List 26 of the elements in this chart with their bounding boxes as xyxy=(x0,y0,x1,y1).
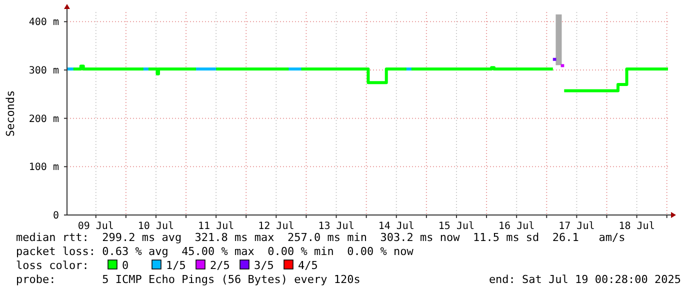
legend-label: 2/5 xyxy=(210,259,230,272)
y-tick-label: 100 m xyxy=(28,162,59,174)
y-axis-title: Seconds xyxy=(4,90,17,137)
x-tick-label: 18 Jul xyxy=(618,221,655,232)
y-tick-label: 400 m xyxy=(28,17,59,28)
x-tick-label: 09 Jul xyxy=(78,221,114,232)
y-tick-label: 0 xyxy=(52,210,59,222)
text: end: Sat Jul 19 00:28:00 2025 xyxy=(488,273,681,286)
x-tick-label: 11 Jul xyxy=(198,221,234,232)
x-tick-label: 14 Jul xyxy=(378,221,414,232)
y-tick-label: 300 m xyxy=(28,66,59,76)
text: packet loss: 0.63 % avg 45.00 % max 0.00 % min 0.00 % now xyxy=(16,245,414,258)
legend-label: 0 xyxy=(122,259,129,272)
y-tick-label: 200 m xyxy=(28,114,59,125)
legend-label: 1/5 xyxy=(166,259,186,272)
x-tick-label: 16 Jul xyxy=(498,221,535,232)
x-tick-label: 13 Jul xyxy=(318,221,354,232)
legend-label: 3/5 xyxy=(254,259,274,272)
legend-label: 4/5 xyxy=(298,259,318,272)
x-tick-label: 10 Jul xyxy=(138,221,174,232)
text: probe: 5 ICMP Echo Pings (56 Bytes) every 120s xyxy=(16,273,360,286)
text: median rtt: 299.2 ms avg 321.8 ms max 257.0 ms min 303.2 ms now 11.5 ms sd 26.1 am/s xyxy=(16,231,626,244)
x-tick-label: 15 Jul xyxy=(438,221,475,232)
x-tick-label: 17 Jul xyxy=(558,221,595,232)
legend-title: loss color: xyxy=(16,259,89,272)
x-tick-label: 12 Jul xyxy=(258,221,294,232)
